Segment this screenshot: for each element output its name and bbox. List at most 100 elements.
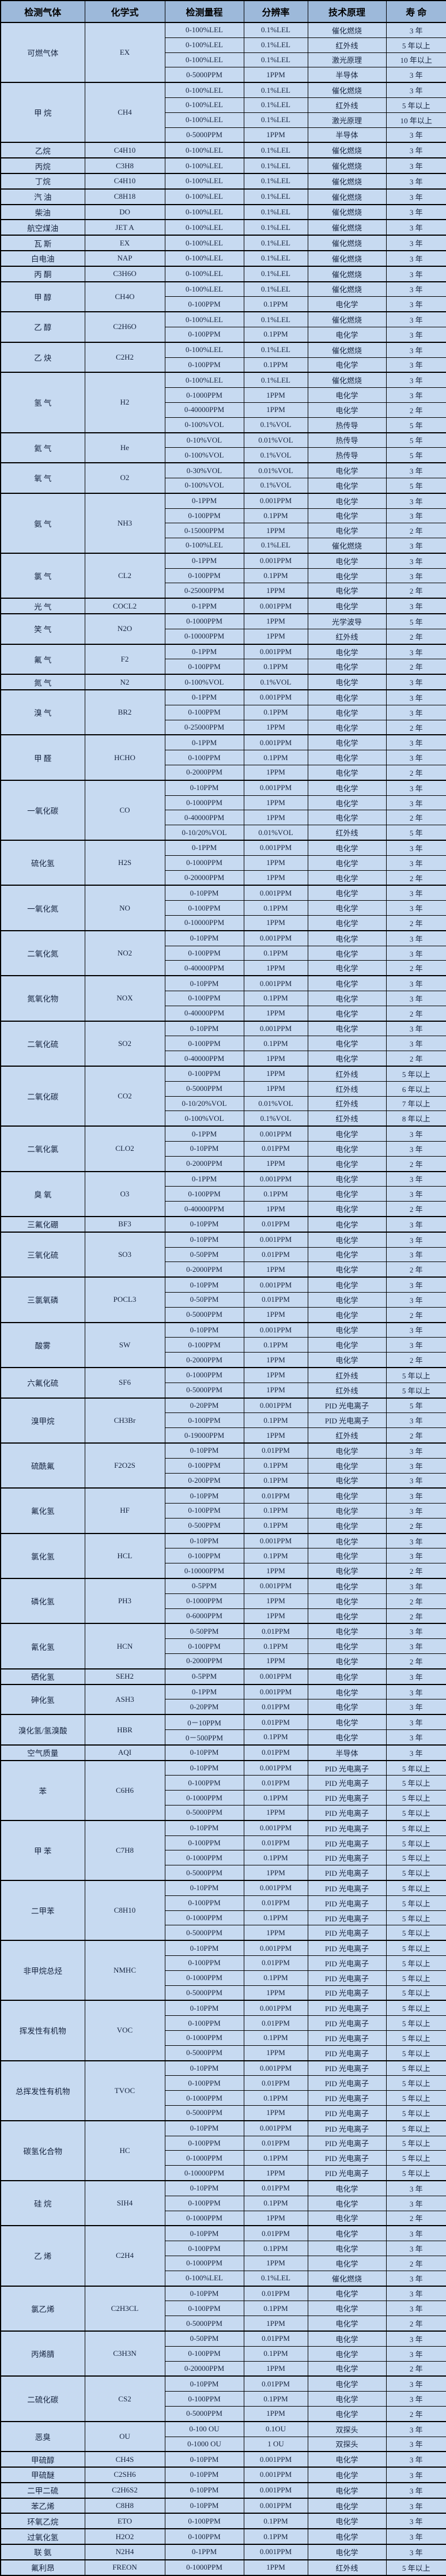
range-cell: 0-1000PPM bbox=[164, 855, 244, 871]
range-cell: 0-1PPM bbox=[164, 552, 244, 569]
lifespan-cell: 3 年 bbox=[385, 357, 446, 373]
lifespan-cell: 5 年以上 bbox=[385, 1985, 446, 2001]
table-row: 苯 C6H6 0-10PPM 0.001PPM PID 光电离子 5 年以上 bbox=[0, 1759, 446, 1821]
range-cell: 0-10PPM bbox=[164, 1020, 244, 1037]
range-cell: 0-100PPM bbox=[164, 750, 244, 766]
table-row: 0-40000PPM 1PPM 电化学 2 年 bbox=[1, 810, 446, 826]
lifespan-cell: 2 年 bbox=[385, 1563, 446, 1579]
principle-cell: 电化学 bbox=[307, 1503, 387, 1519]
gas-name-cell: 氯乙烯 bbox=[0, 2285, 85, 2332]
range-cell: 0-10PPM bbox=[164, 2467, 244, 2483]
table-row: 砷化氢 ASH3 0-1PPM 0.001PPM 电化学 3 年 bbox=[0, 1683, 446, 1715]
range-cell: 0-1000PPM bbox=[164, 2150, 244, 2166]
gas-name-cell: 氨 气 bbox=[0, 492, 85, 554]
table-row: 甲硫醇 CH4S 0-10PPM 0.001PPM 电化学 3 年 bbox=[0, 2451, 446, 2468]
resolution-cell: 0.01PPM bbox=[243, 1442, 308, 1459]
resolution-cell: 1PPM bbox=[243, 1201, 308, 1217]
gas-name-cell: 恶臭 bbox=[0, 2420, 85, 2452]
column-header-formula: 化学式 bbox=[84, 0, 165, 23]
range-cell: 0-200PPM bbox=[164, 1472, 244, 1489]
principle-cell: 电化学 bbox=[307, 2345, 387, 2362]
resolution-cell: 0.1PPM bbox=[243, 2391, 308, 2407]
lifespan-cell: 2 年 bbox=[385, 960, 446, 976]
table-row: 丙 酮 C3H6O 0-100%LEL 0.1%LEL 催化燃烧 3 年 bbox=[0, 265, 446, 282]
table-row: 一氧化氮 NO 0-10PPM 0.001PPM 电化学 3 年 bbox=[0, 885, 446, 931]
range-cell: 0-100%LEL bbox=[164, 21, 244, 38]
formula-cell: C8H18 bbox=[84, 188, 165, 205]
table-row: 0-40000PPM 1PPM 电化学 2 年 bbox=[1, 960, 446, 976]
lifespan-cell: 3 年 bbox=[385, 855, 446, 871]
principle-cell: 电化学 bbox=[307, 1337, 387, 1353]
table-row: 氦 气 He 0-10%VOL 0.01%VOL 热传导 5 年 bbox=[0, 432, 446, 463]
formula-cell: SEH2 bbox=[84, 1668, 165, 1685]
table-row: 0-10000PPM 1PPM PID 光电离子 5 年以上 bbox=[1, 2165, 446, 2181]
principle-cell: 电化学 bbox=[307, 734, 387, 751]
principle-cell: 激光原理 bbox=[307, 52, 387, 68]
table-row: 0-100PPM 0.1PPM 电化学 3 年 bbox=[1, 357, 446, 373]
range-cell: 0-1PPM bbox=[164, 643, 244, 660]
resolution-cell: 0.001PPM bbox=[243, 2497, 308, 2514]
gas-name-cell: 甲硫醚 bbox=[0, 2467, 85, 2483]
formula-cell: CH4 bbox=[84, 82, 165, 143]
table-row: 0-100PPM 0.1PPM PID 光电离子 3 年 bbox=[1, 1412, 446, 1429]
resolution-cell: 1PPM bbox=[243, 915, 308, 931]
resolution-cell: 1PPM bbox=[243, 1925, 308, 1941]
range-cell: 0-10PPM bbox=[164, 1231, 244, 1248]
principle-cell: PID 光电离子 bbox=[307, 1850, 387, 1866]
formula-cell: C2H3CL bbox=[84, 2285, 165, 2332]
table-row: 氟化氢 HF 0-10PPM 0.01PPM 电化学 3 年 bbox=[0, 1487, 446, 1534]
principle-cell: 电化学 bbox=[307, 689, 387, 705]
lifespan-cell: 3 年 bbox=[385, 1020, 446, 1037]
principle-cell: 催化燃烧 bbox=[307, 235, 387, 251]
lifespan-cell: 2 年 bbox=[385, 1261, 446, 1278]
lifespan-cell: 3 年 bbox=[385, 1668, 446, 1685]
lifespan-cell: 10 年以上 bbox=[385, 52, 446, 68]
range-cell: 0-100PPM bbox=[164, 945, 244, 961]
range-cell: 0-50PPM bbox=[164, 1623, 244, 1640]
range-cell: 0-100PPM bbox=[164, 2135, 244, 2151]
principle-cell: 电化学 bbox=[307, 2285, 387, 2302]
range-cell: 0-40000PPM bbox=[164, 1005, 244, 1022]
lifespan-cell: 5 年 bbox=[385, 432, 446, 448]
principle-cell: 电化学 bbox=[307, 598, 387, 614]
formula-cell: EX bbox=[84, 21, 165, 83]
lifespan-cell: 2 年 bbox=[385, 628, 446, 645]
lifespan-cell: 2 年 bbox=[385, 2255, 446, 2271]
resolution-cell: 1PPM bbox=[243, 583, 308, 599]
lifespan-cell: 3 年 bbox=[385, 2420, 446, 2437]
table-row: 0-40000PPM 1PPM 电化学 2 年 bbox=[1, 1005, 446, 1022]
lifespan-cell: 2 年 bbox=[385, 1201, 446, 1217]
principle-cell: 电化学 bbox=[307, 1623, 387, 1640]
table-row: 0-19000PPM 1PPM 红外线 2 年 bbox=[1, 1427, 446, 1444]
range-cell: 0-5PPM bbox=[164, 1668, 244, 1685]
gas-name-cell: 白电油 bbox=[0, 250, 85, 267]
gas-name-cell: 汽 油 bbox=[0, 188, 85, 205]
range-cell: 0-10000PPM bbox=[164, 1563, 244, 1579]
lifespan-cell: 3 年 bbox=[385, 2375, 446, 2392]
principle-cell: 电化学 bbox=[307, 2330, 387, 2347]
resolution-cell: 1PPM bbox=[243, 613, 308, 629]
table-row: 臭 氧 O3 0-1PPM 0.001PPM 电化学 3 年 bbox=[0, 1170, 446, 1217]
principle-cell: PID 光电离子 bbox=[307, 1819, 387, 1836]
table-row: 0-10/20%VOL 0.01%VOL 红外线 5 年 bbox=[1, 825, 446, 841]
principle-cell: 红外线 bbox=[307, 1081, 387, 1097]
table-row: 0-1000PPM 1PPM 电化学 2 年 bbox=[1, 1593, 446, 1609]
range-cell: 0-10PPM bbox=[164, 1321, 244, 1338]
resolution-cell: 0.001PPM bbox=[243, 1276, 308, 1293]
range-cell: 0-40000PPM bbox=[164, 1201, 244, 1217]
table-row: 三氯氧磷 POCL3 0-10PPM 0.001PPM 电化学 3 年 bbox=[0, 1276, 446, 1323]
range-cell: 0-1PPM bbox=[164, 734, 244, 751]
lifespan-cell: 5 年以上 bbox=[385, 2030, 446, 2046]
resolution-cell: 1PPM bbox=[243, 67, 308, 83]
lifespan-cell: 3 年 bbox=[385, 1683, 446, 1700]
formula-cell: HCN bbox=[84, 1623, 165, 1670]
resolution-cell: 0.1PPM bbox=[243, 945, 308, 961]
range-cell: 0-1000PPM bbox=[164, 795, 244, 811]
table-row: 0-100PPM 0.1PPM 电化学 3 年 bbox=[1, 1457, 446, 1474]
gas-name-cell: 溴化氢/氢溴酸 bbox=[0, 1714, 85, 1746]
principle-cell: 催化燃烧 bbox=[307, 172, 387, 190]
principle-cell: 电化学 bbox=[307, 462, 387, 478]
formula-cell: CH3Br bbox=[84, 1397, 165, 1444]
table-row: 0-1000PPM 0.1PPM PID 光电离子 5 年以上 bbox=[1, 1850, 446, 1866]
range-cell: 0-100%VOL bbox=[164, 1111, 244, 1127]
